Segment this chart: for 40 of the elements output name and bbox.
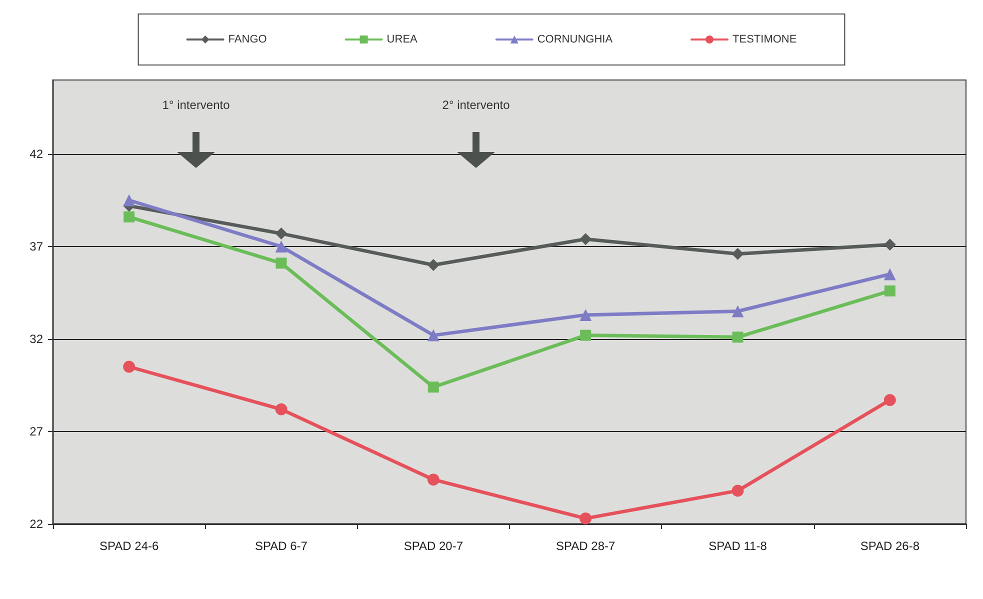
point (580, 233, 592, 246)
point (884, 285, 896, 296)
annotation: 2° intervento (442, 98, 510, 112)
point (275, 240, 288, 252)
point (428, 382, 439, 393)
point (732, 248, 744, 260)
point (276, 258, 287, 269)
point (884, 238, 896, 251)
point (732, 305, 744, 318)
y-tick-label: 42 (30, 147, 44, 161)
y-tick-label: 32 (30, 332, 44, 346)
x-tick-label: SPAD 24-6 (100, 539, 159, 553)
point (884, 394, 896, 406)
legend-label: FANGO (228, 34, 268, 46)
point (732, 332, 744, 343)
point (732, 484, 744, 497)
annotation: 1° intervento (162, 98, 230, 112)
point (123, 360, 136, 373)
legend-label: TESTIMONE (732, 34, 797, 46)
x-tick-label: SPAD 28-7 (556, 539, 616, 553)
legend-label: UREA (386, 34, 418, 46)
x-tick-label: SPAD 20-7 (404, 539, 464, 553)
x-tick-label: SPAD 6-7 (255, 539, 308, 553)
point (123, 194, 136, 206)
y-tick-label: 22 (30, 517, 44, 531)
point (275, 228, 288, 240)
y-tick-label: 37 (30, 240, 44, 254)
point (580, 308, 592, 321)
point (580, 330, 592, 341)
x-tick-label: SPAD 26-8 (860, 539, 920, 553)
point (124, 211, 135, 222)
point (427, 474, 440, 486)
point (275, 403, 288, 416)
point (427, 259, 440, 271)
y-tick-label: 27 (30, 424, 44, 438)
legend-label: CORNUNGHIA (537, 34, 614, 46)
point (580, 512, 592, 524)
point (884, 268, 896, 280)
point (427, 329, 440, 342)
x-tick-label: SPAD 11-8 (708, 539, 768, 553)
